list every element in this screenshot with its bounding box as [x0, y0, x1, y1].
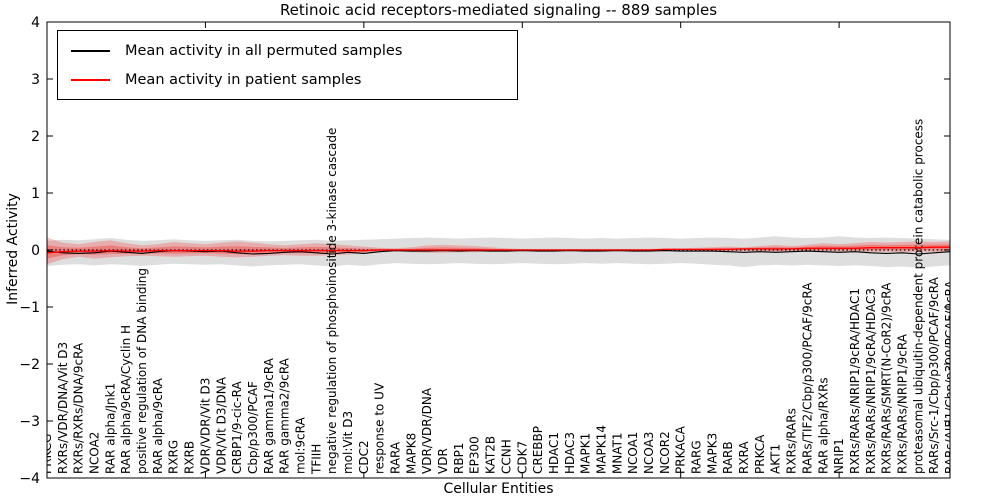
x-tick-label: NCOA3	[642, 432, 656, 474]
y-tick-label: −3	[19, 414, 40, 430]
x-tick-label: RXRs/RARs/SMRT(N-CoR2)/9cRA	[880, 282, 894, 474]
x-tick-label: MAPK8	[404, 433, 418, 474]
chart-title: Retinoic acid receptors-mediated signali…	[279, 1, 718, 19]
y-tick-label: 0	[31, 243, 40, 259]
legend-item-patient: Mean activity in patient samples	[58, 65, 517, 94]
x-tick-label: mol:9cRA	[294, 417, 308, 474]
x-tick-label: RXRB	[183, 441, 197, 474]
patient-line-swatch	[71, 78, 110, 81]
x-tick-label: RAR alpha/9cRA/Cyclin H	[119, 325, 133, 474]
legend-label-permuted: Mean activity in all permuted samples	[125, 42, 403, 59]
legend-label-patient: Mean activity in patient samples	[125, 71, 362, 88]
permuted-std-band	[47, 236, 950, 268]
x-tick-label: RAR gamma1/9cRA	[262, 357, 276, 474]
x-tick-label: CREBBP	[531, 426, 545, 474]
x-tick-label: response to UV	[373, 382, 387, 474]
patient-std-band-inner	[47, 244, 950, 259]
y-tick-label: −2	[19, 357, 40, 373]
x-tick-label: RARG	[690, 440, 704, 474]
y-tick-label: −1	[19, 300, 40, 316]
x-tick-label: VDR/Vit D3/DNA	[214, 376, 228, 474]
x-tick-label: HDAC1	[547, 432, 561, 474]
x-tick-label: RXRs/RARs/NRIP1/9cRA/HDAC3	[864, 288, 878, 474]
x-tick-label: Cbp/p300/PCAF	[246, 381, 260, 474]
x-tick-label: proteasomal ubiquitin-dependent protein …	[911, 119, 925, 474]
y-axis-label: Inferred Activity	[5, 193, 21, 305]
x-axis-label: Cellular Entities	[443, 481, 554, 497]
x-tick-label: NCOR2	[658, 431, 672, 474]
permuted-mean-line	[47, 250, 950, 255]
x-tick-label: RARA	[389, 441, 403, 474]
x-tick-label: CCNH	[499, 439, 513, 474]
x-tick-label: MAPK14	[595, 425, 609, 474]
y-tick-label: 4	[31, 15, 40, 31]
x-tick-label: mol:Vit D3	[341, 411, 355, 474]
x-tick-label: RAR alpha/Jnk1	[103, 383, 117, 474]
legend-item-permuted: Mean activity in all permuted samples	[58, 36, 517, 65]
x-tick-label: MAPK3	[705, 433, 719, 474]
x-tick-label: NCOA1	[626, 432, 640, 474]
x-tick-label: AKT1	[769, 444, 783, 474]
x-tick-label: VDR	[436, 448, 450, 474]
x-tick-label: RXRs/RARs	[785, 408, 799, 474]
x-tick-label: RARs/TIF2/Cbp/p300/PCAF/9cRA	[800, 282, 814, 474]
x-tick-label: negative regulation of phosphoinositide …	[325, 128, 339, 474]
data-layer: PRKCG RXRs/VDR/DNA/Vit D3 RXRs/RXRs/DNA/9c…	[40, 119, 957, 475]
x-tick-label: RARB	[721, 441, 735, 474]
x-tick-label: CDK7	[515, 441, 529, 474]
x-tick-label: KAT2B	[484, 436, 498, 474]
x-tick-label: CDC2	[357, 440, 371, 474]
x-tick-label: RAR alpha/9cRA	[151, 377, 165, 474]
x-tick-label: MAPK1	[579, 433, 593, 474]
x-tick-label: PRKCA	[753, 434, 767, 474]
patient-mean-line	[47, 246, 950, 254]
x-tick-label: RXRA	[737, 441, 751, 474]
x-tick-label: EP300	[468, 436, 482, 474]
permuted-line-swatch	[71, 49, 110, 52]
x-tick-label: PRKCG	[40, 434, 54, 474]
x-tick-label: RXRG	[167, 440, 181, 474]
y-tick-label: 1	[31, 186, 40, 202]
x-tick-label: RARs/Src-1/Cbp/p300/PCAF/9cRA	[927, 276, 941, 474]
x-tick-label: positive regulation of DNA binding	[135, 268, 149, 474]
y-tick-label: 3	[31, 72, 40, 88]
x-tick-label: RXRs/RXRs/DNA/9cRA	[72, 342, 86, 474]
x-tick-label: VDR/VDR/DNA	[420, 387, 434, 474]
x-tick-label: RAR gamma2/9cRA	[278, 357, 292, 474]
x-tick-label: CRBP1/9-cic-RA	[230, 380, 244, 474]
y-tick-label: 2	[31, 129, 40, 145]
x-tick-label: RAR alpha/RXRs	[816, 377, 830, 474]
x-tick-label: NCOA2	[88, 432, 102, 474]
y-tick-label: −4	[19, 471, 40, 487]
x-tick-label: RARs/AIB1/Cbp/p300/PCAF/9cRA	[943, 280, 957, 474]
x-tick-label: MNAT1	[610, 432, 624, 474]
x-tick-label: VDR/VDR/Vit D3	[198, 378, 212, 474]
x-tick-label: RXRs/RARs/NRIP1/9cRA	[896, 333, 910, 474]
x-tick-label: HDAC3	[563, 432, 577, 474]
x-tick-label: TFIIH	[309, 444, 323, 475]
x-tick-label: RXRs/RARs/NRIP1/9cRA/HDAC1	[848, 288, 862, 474]
x-tick-label: NRIP1	[832, 438, 846, 474]
x-tick-label: RXRs/VDR/DNA/Vit D3	[56, 342, 70, 474]
x-tick-label: PRKACA	[674, 425, 688, 474]
legend: Mean activity in all permuted samples Me…	[57, 30, 518, 100]
x-tick-label: RBP1	[452, 443, 466, 474]
